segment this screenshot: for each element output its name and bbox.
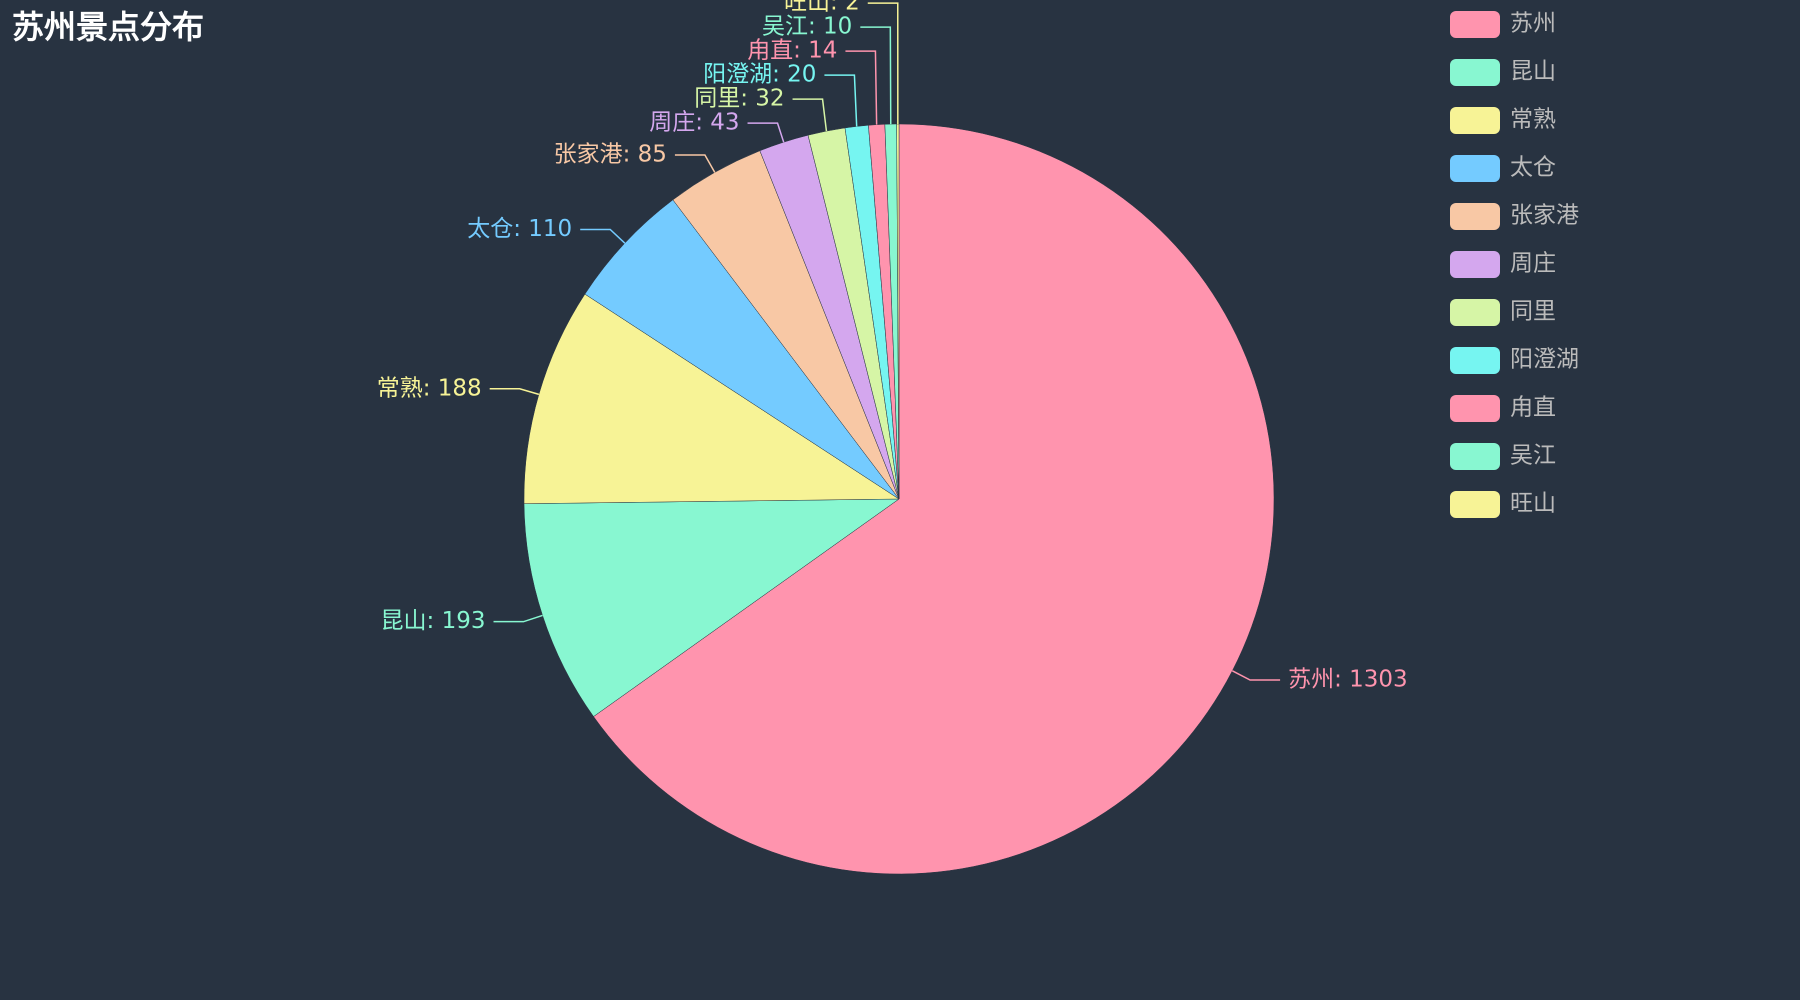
pie-slice [584,199,900,500]
legend-swatch[interactable] [1450,107,1500,134]
data-label: 周庄: 43 [649,110,739,136]
data-label: 旺山: 2 [784,0,860,16]
label-line [489,388,540,396]
legend-label[interactable]: 同里 [1510,299,1556,325]
label-line [824,74,858,127]
label-line [580,228,626,244]
data-label: 苏州: 1303 [1288,666,1408,692]
legend-label[interactable]: 昆山 [1510,59,1556,85]
label-line [1231,670,1281,681]
legend-swatch[interactable] [1450,443,1500,470]
legend-label[interactable]: 常熟 [1510,107,1556,133]
legend-label[interactable]: 阳澄湖 [1510,347,1579,373]
legend-label[interactable]: 旺山 [1510,491,1556,517]
label-line [674,154,716,173]
chart-title: 苏州景点分布 [12,8,204,46]
data-label: 太仓: 110 [467,216,572,242]
data-label: 同里: 32 [694,86,784,112]
legend-swatch[interactable] [1450,491,1500,518]
legend-label[interactable]: 周庄 [1510,251,1556,277]
legend-swatch[interactable] [1450,59,1500,86]
data-label: 甪直: 14 [747,38,837,64]
legend-swatch[interactable] [1450,251,1500,278]
legend-label[interactable]: 吴江 [1510,443,1556,469]
pie-slice [523,293,900,504]
label-line [493,614,543,623]
legend-swatch[interactable] [1450,203,1500,230]
legend-label[interactable]: 苏州 [1510,11,1556,37]
legend-swatch[interactable] [1450,11,1500,38]
label-line [792,98,828,132]
label-line [867,2,899,125]
legend-label[interactable]: 张家港 [1510,203,1579,229]
data-label: 常熟: 188 [377,375,482,401]
pie-slice [523,498,900,717]
legend-label[interactable]: 甪直 [1510,395,1556,421]
data-label: 吴江: 10 [762,14,852,40]
data-label: 昆山: 193 [381,608,486,634]
data-label: 阳澄湖: 20 [703,62,816,88]
label-line [845,50,878,125]
data-label: 张家港: 85 [554,141,667,167]
label-line [747,122,785,143]
legend-swatch[interactable] [1450,347,1500,374]
legend-label[interactable]: 太仓 [1510,155,1556,181]
label-line [860,26,892,125]
legend-swatch[interactable] [1450,395,1500,422]
legend-swatch[interactable] [1450,299,1500,326]
legend-swatch[interactable] [1450,155,1500,182]
